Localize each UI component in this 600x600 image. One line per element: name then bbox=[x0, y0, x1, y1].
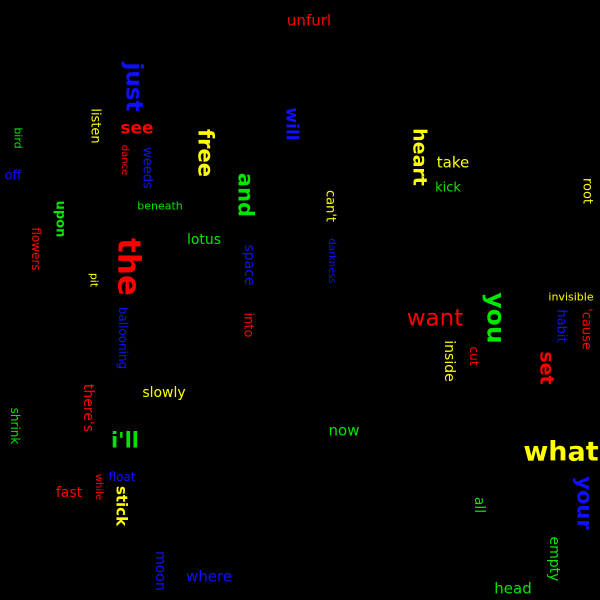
word-set: set bbox=[535, 351, 558, 385]
word-root: root bbox=[579, 177, 595, 205]
word-will: will bbox=[281, 107, 302, 141]
word-heart: heart bbox=[408, 128, 431, 186]
word-float: float bbox=[108, 470, 136, 484]
word-your: your bbox=[572, 476, 597, 530]
word-beneath: beneath bbox=[137, 199, 183, 213]
word-moon: moon bbox=[152, 551, 168, 591]
word-want: want bbox=[406, 305, 464, 332]
word-bird: bird bbox=[11, 127, 25, 149]
word-unfurl: unfurl bbox=[286, 11, 332, 30]
word-cause: 'cause bbox=[578, 308, 594, 350]
word-now: now bbox=[328, 421, 360, 440]
word-into: into bbox=[240, 312, 256, 338]
word-dance: dance bbox=[119, 144, 130, 176]
word-space: space bbox=[241, 244, 257, 286]
word-kick: kick bbox=[435, 180, 461, 196]
word-slowly: slowly bbox=[142, 385, 186, 401]
word-just: just bbox=[120, 62, 147, 112]
word-free: free bbox=[193, 129, 218, 177]
word-flowers: flowers bbox=[29, 227, 43, 271]
word-darkness: darkness bbox=[326, 238, 337, 284]
word-and: and bbox=[233, 172, 258, 218]
word-listen: listen bbox=[87, 108, 103, 144]
word-head: head bbox=[494, 579, 532, 598]
word-cut: cut bbox=[467, 346, 481, 366]
word-pit: pit bbox=[87, 272, 101, 288]
word-off: off bbox=[4, 168, 22, 184]
word-lotus: lotus bbox=[186, 232, 222, 248]
word-while: while bbox=[93, 473, 104, 501]
word-where: where bbox=[185, 567, 233, 586]
word-the: the bbox=[110, 238, 147, 296]
word-stick: stick bbox=[112, 485, 131, 527]
word-theres: there's bbox=[80, 383, 96, 433]
word-empty: empty bbox=[546, 536, 562, 582]
word-you: you bbox=[481, 292, 511, 344]
word-what: what bbox=[523, 436, 599, 468]
word-fast: fast bbox=[55, 485, 83, 501]
word-ballooning: ballooning bbox=[116, 306, 130, 370]
word-all: all bbox=[471, 496, 487, 514]
word-upon: upon bbox=[52, 200, 68, 238]
word-inside: inside bbox=[441, 340, 457, 382]
word-invisible: invisible bbox=[548, 290, 594, 304]
word-cant: can't bbox=[322, 189, 338, 223]
word-see: see bbox=[120, 118, 154, 139]
word-shrink: shrink bbox=[8, 407, 22, 445]
word-habit: habit bbox=[553, 309, 569, 343]
word-ill: i'll bbox=[110, 428, 140, 453]
word-weeds: weeds bbox=[139, 147, 155, 189]
word-take: take bbox=[436, 153, 470, 172]
